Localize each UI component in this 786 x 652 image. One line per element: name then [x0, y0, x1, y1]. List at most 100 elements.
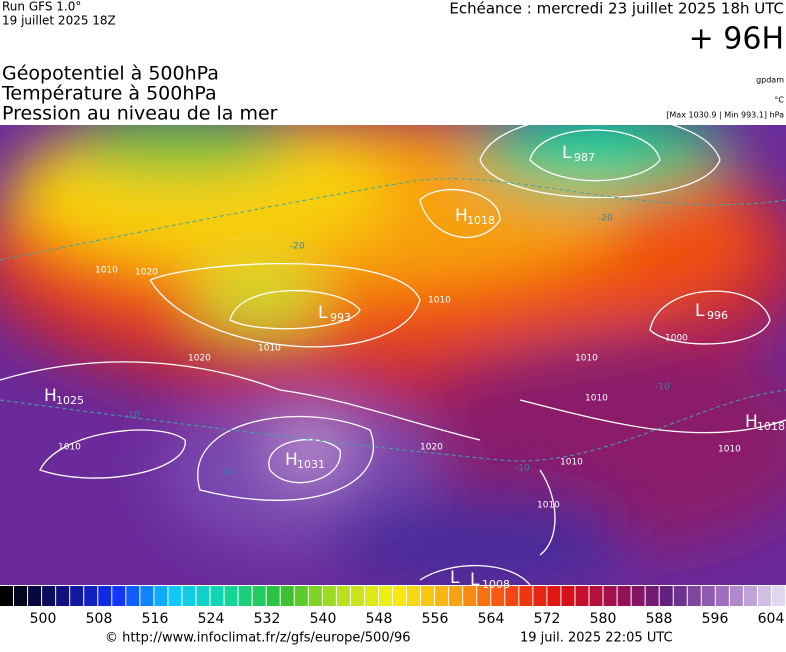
fields — [0, 125, 786, 585]
colorbar-swatch — [238, 586, 252, 606]
colorbar-swatch — [378, 586, 392, 606]
colorbar-swatch — [603, 586, 617, 606]
colorbar-swatch — [519, 586, 533, 606]
colorbar-swatch — [126, 586, 140, 606]
colorbar-swatch — [421, 586, 435, 606]
map — [0, 125, 786, 585]
center-value: 1018 — [757, 420, 785, 433]
colorbar-swatch — [561, 586, 575, 606]
colorbar-swatch — [336, 586, 350, 606]
colorbar-label: 548 — [366, 611, 393, 627]
colorbar-swatch — [631, 586, 645, 606]
isotherm-label: -10 — [655, 383, 670, 393]
center-letter: L — [470, 570, 480, 590]
isobar-label: 1010 — [575, 354, 598, 364]
colorbar-swatch — [14, 586, 28, 606]
colorbar-swatch — [771, 586, 785, 606]
center-value: 1008 — [482, 578, 510, 591]
colorbar-swatch — [70, 586, 84, 606]
isotherm-label: -20 — [290, 242, 305, 252]
center-value: 1031 — [297, 458, 325, 471]
colorbar-swatch — [308, 586, 322, 606]
colorbar-swatch — [505, 586, 519, 606]
source-url: © http://www.infoclimat.fr/z/gfs/europe/… — [105, 631, 411, 646]
colorbar-swatch — [393, 586, 407, 606]
isobars — [0, 125, 786, 585]
colorbar-label: 508 — [86, 611, 113, 627]
colorbar-swatch — [168, 586, 182, 606]
isobar-label: 1020 — [188, 354, 211, 364]
center-letter: L — [318, 303, 328, 323]
colorbar-label: 516 — [142, 611, 169, 627]
center-value: 1025 — [56, 394, 84, 407]
colorbar-swatch — [743, 586, 757, 606]
colorbar-swatch — [84, 586, 98, 606]
colorbar-label: 604 — [758, 611, 785, 627]
colorbar-swatch — [0, 586, 14, 606]
unit: gpdam — [756, 76, 784, 85]
colorbar-swatch — [182, 586, 196, 606]
isotherm-label: -10 — [220, 468, 235, 478]
isobar-label: 1010 — [428, 296, 451, 306]
isobar-label: 1010 — [537, 501, 560, 511]
colorbar-swatch — [491, 586, 505, 606]
colorbar-swatch — [154, 586, 168, 606]
unit: [Max 1030.9 | Min 993.1] hPa — [666, 111, 784, 120]
colorbar-swatch — [575, 586, 589, 606]
colorbar-swatch — [435, 586, 449, 606]
colorbar: 500 508 516 524 532 540 548 556 564 572 580 588 596 6… — [0, 586, 785, 627]
colorbar-swatch — [589, 586, 603, 606]
isobar-label: 1020 — [135, 268, 158, 278]
isobar-label: 1010 — [58, 443, 81, 453]
colorbar-label: 588 — [646, 611, 673, 627]
isobar-label: 1010 — [258, 344, 281, 354]
unit: °C — [774, 96, 784, 105]
colorbar-swatch — [463, 586, 477, 606]
lead-time: + 96H — [689, 22, 784, 57]
isobar-label: 1020 — [420, 443, 443, 453]
run: Run GFS 1.0° — [2, 0, 81, 14]
colorbar-label: 532 — [254, 611, 281, 627]
run-date: 19 juillet 2025 18Z — [2, 14, 116, 28]
isobar-label: 1010 — [560, 458, 583, 468]
colorbar-swatch — [294, 586, 308, 606]
center-letter: H — [745, 412, 758, 432]
colorbar-swatch — [280, 586, 294, 606]
colorbar-label: 524 — [198, 611, 225, 627]
colorbar-swatch — [196, 586, 210, 606]
isobar-label: 1010 — [718, 445, 741, 455]
colorbar-swatch — [477, 586, 491, 606]
colorbar-swatch — [701, 586, 715, 606]
colorbar-swatch — [98, 586, 112, 606]
colorbar-swatch — [547, 586, 561, 606]
center-letter: H — [455, 206, 468, 226]
colorbar-swatch — [673, 586, 687, 606]
colorbar-swatch — [757, 586, 771, 606]
colorbar-label: 564 — [478, 611, 505, 627]
colorbar-label: 572 — [534, 611, 561, 627]
isobar-label: 1010 — [585, 394, 608, 404]
colorbar-swatch — [645, 586, 659, 606]
colorbar-label: 580 — [590, 611, 617, 627]
center-value: 1018 — [467, 214, 495, 227]
center-value: 996 — [707, 309, 728, 322]
center-value: 993 — [330, 311, 351, 324]
colorbar-swatch — [224, 586, 238, 606]
isobar-label: 1010 — [95, 266, 118, 276]
colorbar-swatch — [659, 586, 673, 606]
center-letter: H — [44, 386, 57, 406]
isotherm-label: -10 — [515, 464, 530, 474]
colorbar-swatch — [112, 586, 126, 606]
colorbar-swatch — [715, 586, 729, 606]
colorbar-swatch — [266, 586, 280, 606]
isotherms — [0, 178, 786, 462]
colorbar-swatch — [28, 586, 42, 606]
colorbar-label: 500 — [30, 611, 57, 627]
timestamp: 19 juil. 2025 22:05 UTC — [520, 631, 673, 646]
title: Température à 500hPa — [1, 83, 217, 105]
isobar-label: 1000 — [665, 334, 688, 344]
colorbar-swatch — [140, 586, 154, 606]
colorbar-swatch — [687, 586, 701, 606]
colorbar-label: 596 — [702, 611, 729, 627]
